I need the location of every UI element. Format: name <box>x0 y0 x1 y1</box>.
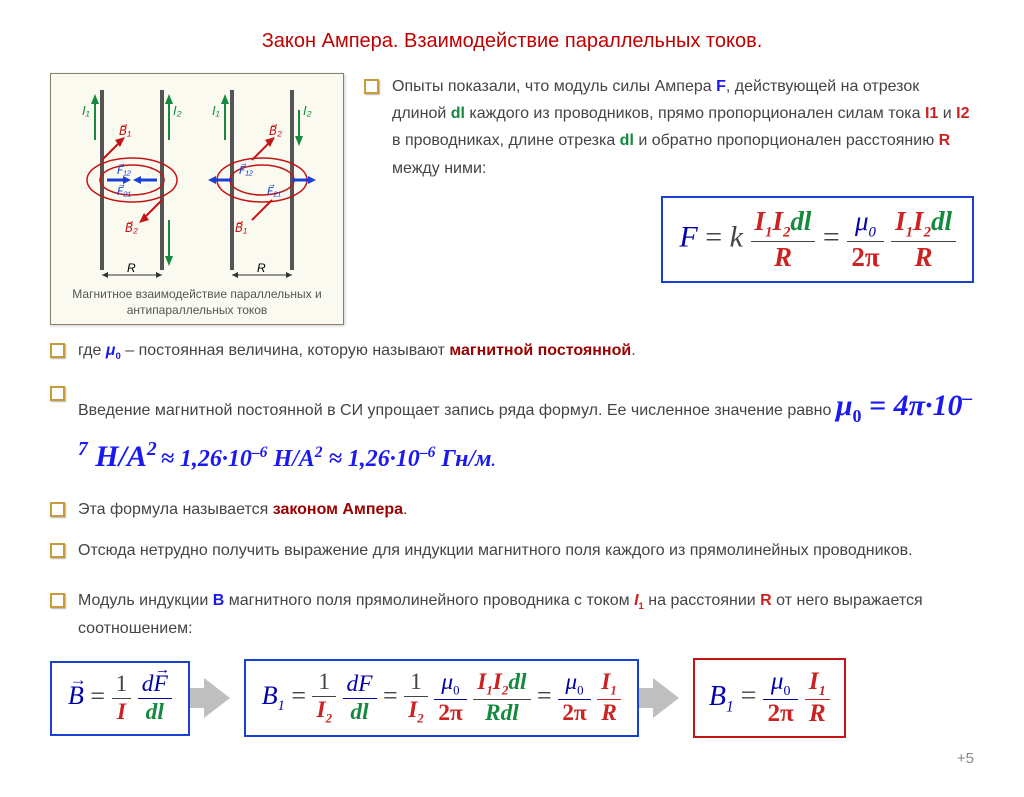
svg-text:I₂: I₂ <box>303 103 312 118</box>
formula-B-definition: B = 1I dFdl <box>50 661 190 736</box>
svg-text:I₁: I₁ <box>82 103 90 118</box>
paragraph-3: Введение магнитной постоянной в СИ упрощ… <box>50 380 974 483</box>
svg-text:F⃗₂₁: F⃗₂₁ <box>117 184 132 198</box>
svg-text:R: R <box>257 261 266 275</box>
top-row: I₁ I₂ B⃗₁ B⃗₂ F⃗₁₂ F⃗₂₁ <box>50 73 974 325</box>
svg-text:R: R <box>127 261 136 275</box>
paragraph-1: Опыты показали, что модуль силы Ампера F… <box>364 73 974 182</box>
svg-text:I₁: I₁ <box>212 103 220 118</box>
svg-text:B⃗₁: B⃗₁ <box>119 124 131 138</box>
paragraph-2: где μ0 – постоянная величина, которую на… <box>50 337 974 365</box>
svg-text:B⃗₁: B⃗₁ <box>235 221 247 235</box>
formula-B1-result: B1 = μ02π I1R <box>693 658 846 738</box>
paragraph-4: Эта формула называется законом Ампера. <box>50 496 974 523</box>
svg-text:B⃗₂: B⃗₂ <box>269 124 282 138</box>
svg-text:F⃗₂₁: F⃗₂₁ <box>267 184 282 198</box>
parallel-currents-diagram: I₁ I₂ B⃗₁ B⃗₂ F⃗₁₂ F⃗₂₁ <box>67 80 327 280</box>
paragraph-6: Модуль индукции B магнитного поля прямол… <box>50 587 974 643</box>
svg-text:I₂: I₂ <box>173 103 182 118</box>
arrow-icon <box>653 678 679 718</box>
page-number: +5 <box>50 750 974 767</box>
formula-B1-derivation: B1 = 1I2 dFdl = 1I2 μ02π I1I2dlRdl = μ02… <box>244 659 639 737</box>
lower-bullets: где μ0 – постоянная величина, которую на… <box>50 337 974 642</box>
figure-caption: Магнитное взаимодействие параллельных и … <box>57 287 337 318</box>
arrow-icon <box>204 678 230 718</box>
top-text-block: Опыты показали, что модуль силы Ампера F… <box>364 73 974 283</box>
svg-text:B⃗₂: B⃗₂ <box>125 221 138 235</box>
svg-text:F⃗₁₂: F⃗₁₂ <box>117 163 132 177</box>
page-title: Закон Ампера. Взаимодействие параллельны… <box>50 30 974 53</box>
paragraph-5: Отсюда нетрудно получить выражение для и… <box>50 537 974 564</box>
figure-box: I₁ I₂ B⃗₁ B⃗₂ F⃗₁₂ F⃗₂₁ <box>50 73 344 325</box>
svg-text:F⃗₁₂: F⃗₁₂ <box>239 163 254 177</box>
bottom-formula-row: B = 1I dFdl B1 = 1I2 dFdl = 1I2 μ02π I1I… <box>50 658 974 738</box>
ampere-force-formula: F = k I1I2dlR = μ02π I1I2dlR <box>661 196 974 283</box>
